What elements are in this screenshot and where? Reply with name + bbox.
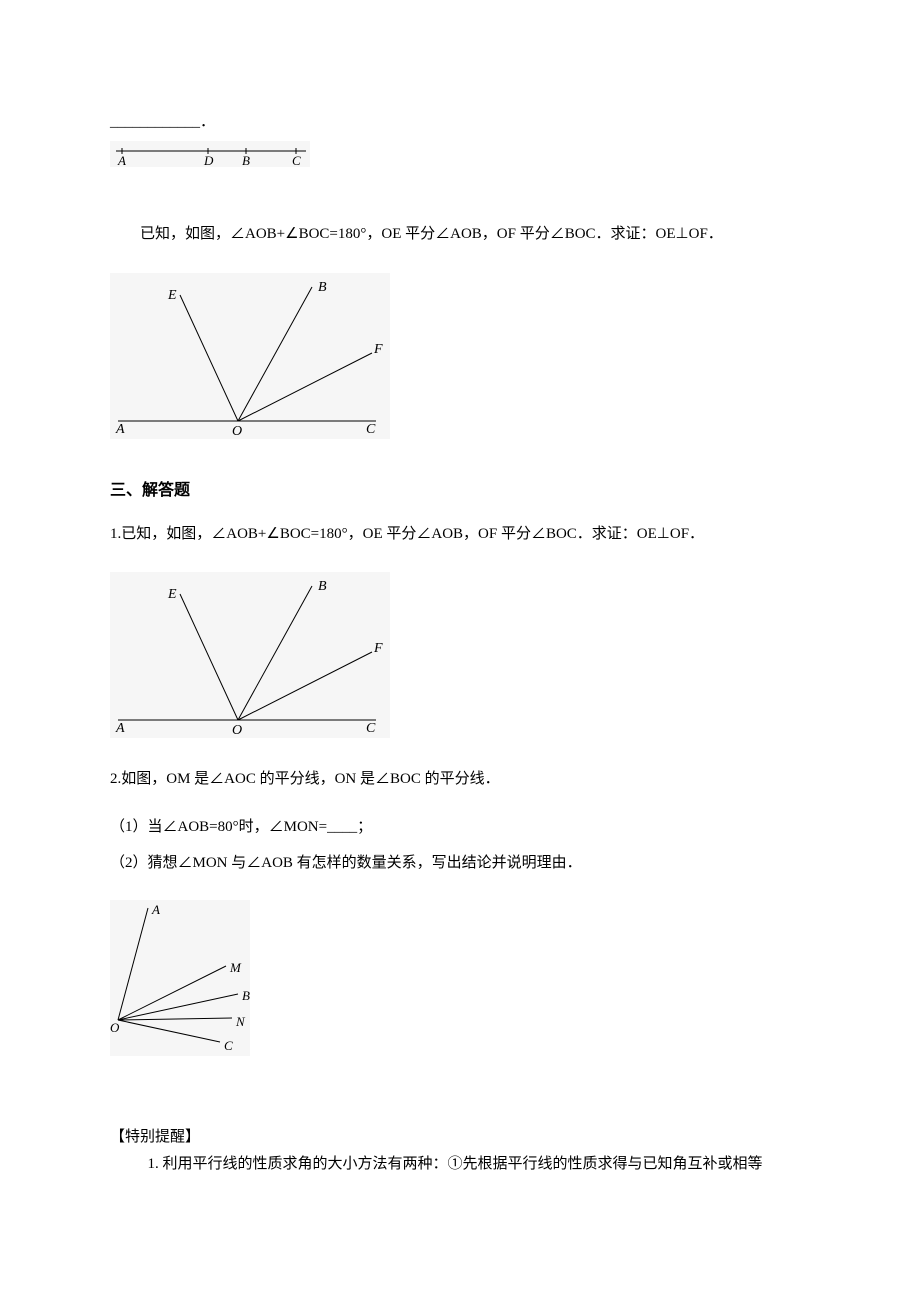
svg-text:C: C <box>366 422 376 437</box>
problem-1: 1.已知，如图，∠AOB+∠BOC=180°，OE 平分∠AOB，OF 平分∠B… <box>110 520 810 549</box>
svg-text:C: C <box>292 153 301 167</box>
svg-text:B: B <box>318 280 327 295</box>
section-3-heading: 三、解答题 <box>110 476 810 500</box>
svg-text:O: O <box>232 424 242 439</box>
problem-2-part1: （1）当∠AOB=80°时，∠MON=____； <box>110 812 810 842</box>
svg-text:A: A <box>115 721 125 736</box>
svg-text:E: E <box>167 587 177 602</box>
problem-2-intro: 2.如图，OM 是∠AOC 的平分线，ON 是∠BOC 的平分线． <box>110 765 810 794</box>
svg-text:D: D <box>203 153 214 167</box>
svg-text:F: F <box>373 641 383 656</box>
problem-2-part2: （2）猜想∠MON 与∠AOB 有怎样的数量关系，写出结论并说明理由． <box>110 848 810 878</box>
svg-text:O: O <box>232 723 242 738</box>
tip-body: 1. 利用平行线的性质求角的大小方法有两种：①先根据平行线的性质求得与已知角互补… <box>110 1150 810 1179</box>
angle-diagram-1: A C E B F O <box>110 273 390 439</box>
blank-answer-line: ____________． <box>110 110 810 131</box>
page: ____________． A D B C 已知，如图，∠AOB+∠BOC=180°，… <box>0 0 920 1302</box>
svg-text:C: C <box>366 721 376 736</box>
svg-text:B: B <box>242 153 250 167</box>
svg-text:M: M <box>229 960 242 975</box>
svg-text:A: A <box>151 902 160 917</box>
problem-top: 已知，如图，∠AOB+∠BOC=180°，OE 平分∠AOB，OF 平分∠BOC… <box>110 220 810 249</box>
ray-diagram: A MBNC O <box>110 900 250 1056</box>
svg-text:A: A <box>115 422 125 437</box>
svg-text:C: C <box>224 1038 233 1053</box>
svg-text:F: F <box>373 342 383 357</box>
number-line-diagram: ADBC <box>110 141 310 167</box>
svg-text:E: E <box>167 288 177 303</box>
angle-diagram-2: A C E B F O <box>110 572 390 738</box>
tip-heading: 【特别提醒】 <box>110 1125 810 1146</box>
svg-text:N: N <box>235 1014 246 1029</box>
svg-text:B: B <box>242 988 250 1003</box>
svg-text:O: O <box>110 1020 120 1035</box>
svg-text:A: A <box>117 153 126 167</box>
svg-text:B: B <box>318 579 327 594</box>
